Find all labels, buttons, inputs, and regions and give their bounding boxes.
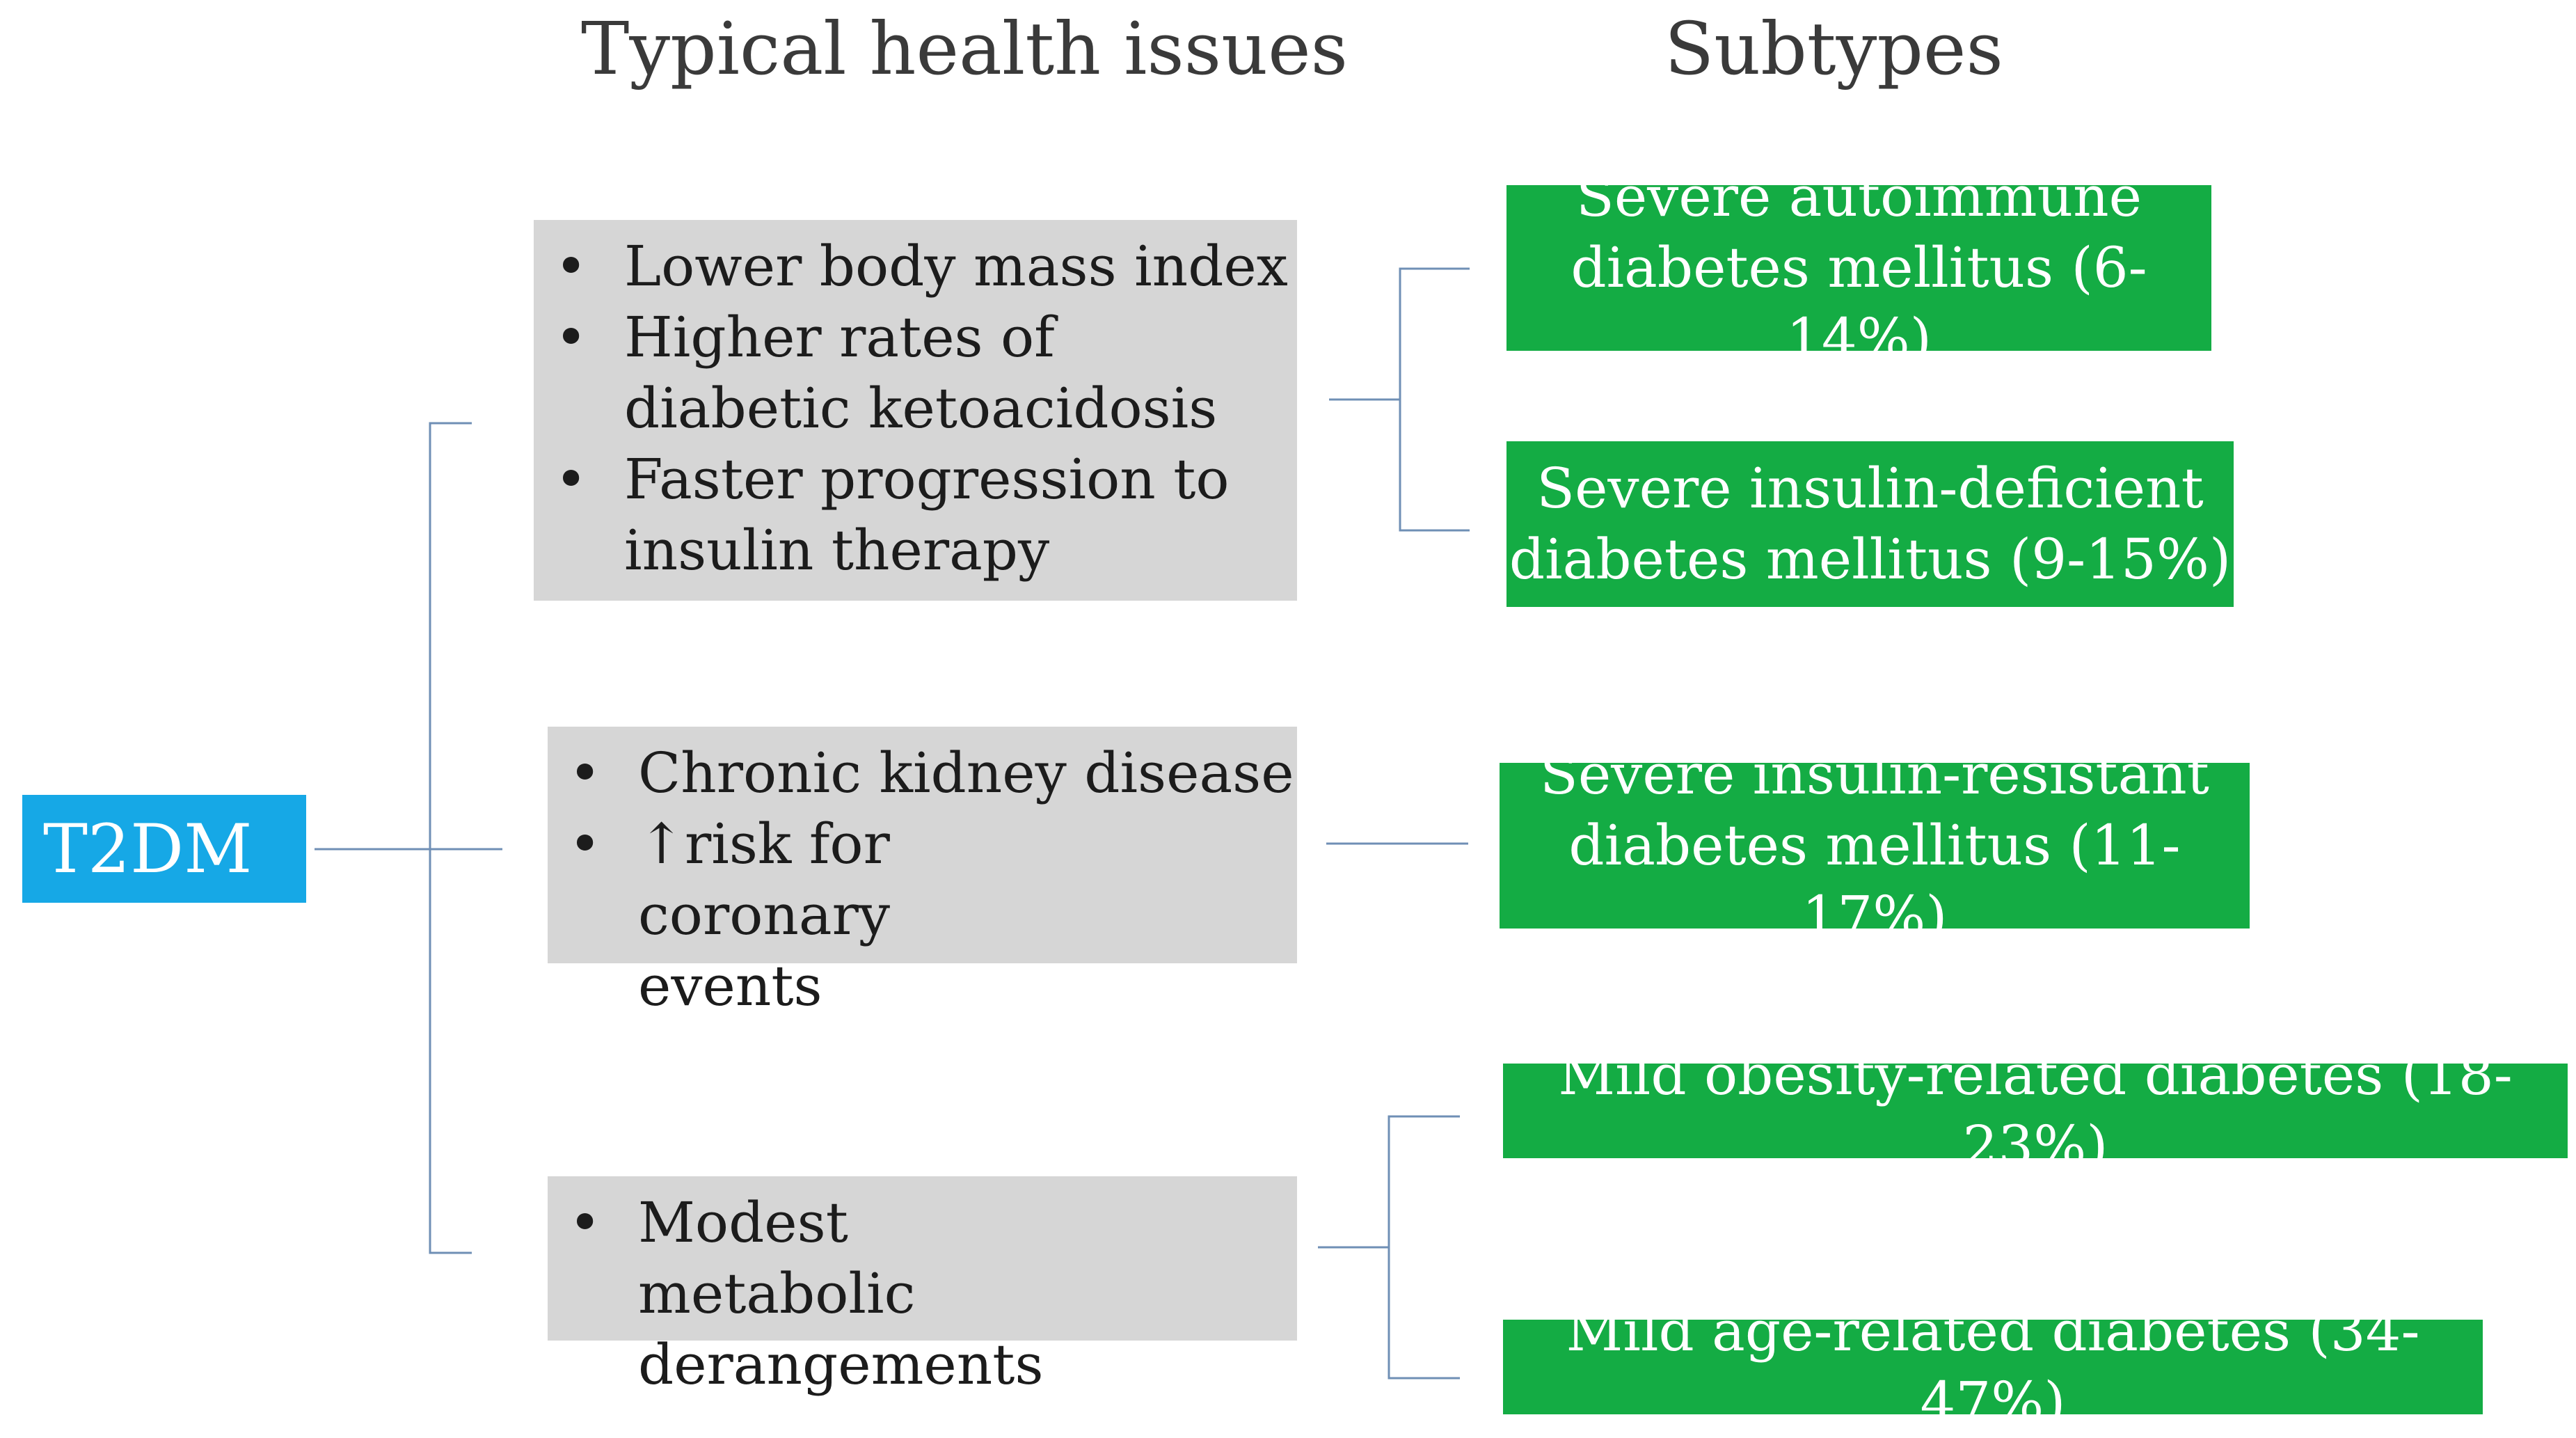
bullet-icon: • bbox=[555, 305, 588, 370]
group3-bracket bbox=[1388, 1115, 1460, 1380]
issue-item: • Lower body mass index bbox=[534, 231, 1297, 302]
subtype-mild-age-related: Mild age-related diabetes (34-47%) bbox=[1503, 1299, 2483, 1435]
subtype-mild-obesity-related: Mild obesity-related diabetes (18-23%) bbox=[1503, 1043, 2568, 1178]
group1-bracket bbox=[1399, 267, 1470, 532]
issue-group-3: • Modest metabolic derangements bbox=[548, 1176, 1297, 1397]
subtype-severe-autoimmune: Severe autoimmune diabetes mellitus (6-1… bbox=[1506, 164, 2211, 371]
subtypes-heading: Subtypes bbox=[1664, 6, 2003, 91]
root-node: T2DM bbox=[22, 795, 306, 903]
issues-bracket bbox=[429, 422, 472, 1254]
bullet-icon: • bbox=[569, 812, 602, 876]
issue-item: • Faster progression to insulin therapy bbox=[534, 444, 1297, 586]
issue-item: • Higher rates of diabetic ketoacidosis bbox=[534, 302, 1297, 444]
bullet-icon: • bbox=[569, 741, 602, 805]
issue-group-2: • Chronic kidney disease • ↑risk for cor… bbox=[548, 727, 1297, 1018]
bullet-icon: • bbox=[569, 1190, 602, 1255]
bullet-icon: • bbox=[555, 447, 588, 512]
subtype-severe-insulin-deficient: Severe insulin-deficient diabetes mellit… bbox=[1506, 441, 2234, 607]
issue-item: • ↑risk for coronary events bbox=[548, 809, 1297, 1022]
root-label: T2DM bbox=[43, 809, 253, 888]
issue-group-1: • Lower body mass index • Higher rates o… bbox=[534, 220, 1297, 601]
issues-heading: Typical health issues bbox=[581, 6, 1349, 91]
subtype-severe-insulin-resistant: Severe insulin-resistant diabetes mellit… bbox=[1500, 742, 2250, 949]
bullet-icon: • bbox=[555, 234, 588, 299]
issue-item: • Chronic kidney disease bbox=[548, 738, 1297, 809]
issue-item: • Modest metabolic derangements bbox=[548, 1187, 1297, 1400]
